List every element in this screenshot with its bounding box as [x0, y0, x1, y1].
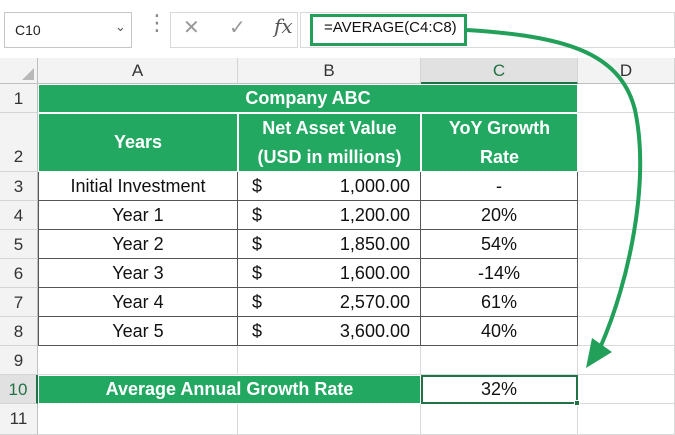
- growth-value: 20%: [480, 204, 518, 225]
- enter-icon[interactable]: ✓: [229, 17, 246, 39]
- formula-buttons-area: [170, 12, 298, 48]
- header-years[interactable]: Years: [38, 113, 238, 172]
- growth-value: 61%: [480, 291, 518, 312]
- header-nav[interactable]: Net Asset Value (USD in millions): [238, 113, 421, 172]
- cell-b9[interactable]: [238, 346, 421, 375]
- table-row-year[interactable]: Year 5: [38, 317, 238, 346]
- fill-handle[interactable]: [574, 400, 580, 406]
- cell-d10[interactable]: [578, 375, 675, 404]
- nav-value: 1,850.00: [339, 233, 410, 254]
- table-row-growth[interactable]: 40%: [421, 317, 578, 346]
- row-header-2[interactable]: 2: [0, 113, 38, 172]
- table-row-year[interactable]: Year 4: [38, 288, 238, 317]
- insert-function-icon[interactable]: fx: [274, 14, 293, 38]
- currency-symbol: $: [252, 262, 263, 283]
- average-growth-value[interactable]: 32%: [421, 375, 578, 404]
- table-title[interactable]: Company ABC: [38, 84, 578, 113]
- row-header-1[interactable]: 1: [0, 84, 38, 113]
- year-label: Year 5: [112, 320, 164, 341]
- header-yoy-line1: YoY Growth: [448, 117, 551, 138]
- table-row-growth[interactable]: 54%: [421, 230, 578, 259]
- header-yoy[interactable]: YoY Growth Rate: [421, 113, 578, 172]
- nav-value: 2,570.00: [339, 291, 410, 312]
- arrow-head: [586, 338, 612, 368]
- currency-symbol: $: [252, 175, 263, 196]
- row-header-7[interactable]: 7: [0, 288, 38, 317]
- cancel-icon[interactable]: ✕: [183, 17, 200, 39]
- table-row-year[interactable]: Year 1: [38, 201, 238, 230]
- currency-symbol: $: [252, 320, 263, 341]
- year-label: Year 3: [112, 262, 164, 283]
- header-years-text: Years: [113, 132, 163, 152]
- average-growth-value-text: 32%: [480, 378, 518, 399]
- table-row-value[interactable]: $1,000.00: [238, 172, 421, 201]
- header-nav-line2: (USD in millions): [257, 146, 402, 167]
- table-row-growth[interactable]: -: [421, 172, 578, 201]
- year-label: Initial Investment: [70, 175, 206, 196]
- growth-value: 54%: [480, 233, 518, 254]
- header-nav-line1: Net Asset Value: [262, 117, 397, 138]
- row-header-8[interactable]: 8: [0, 317, 38, 346]
- row-header-10[interactable]: 10: [0, 375, 38, 404]
- growth-value: 40%: [480, 320, 518, 341]
- column-header-c[interactable]: C: [421, 58, 578, 84]
- table-row-year[interactable]: Year 3: [38, 259, 238, 288]
- year-label: Year 2: [112, 233, 164, 254]
- table-row-value[interactable]: $3,600.00: [238, 317, 421, 346]
- table-row-value[interactable]: $2,570.00: [238, 288, 421, 317]
- currency-symbol: $: [252, 204, 263, 225]
- table-row-value[interactable]: $1,600.00: [238, 259, 421, 288]
- header-yoy-line2: Rate: [479, 146, 519, 167]
- table-title-text: Company ABC: [245, 88, 371, 108]
- currency-symbol: $: [252, 233, 263, 254]
- column-header-a[interactable]: A: [38, 58, 238, 84]
- year-label: Year 1: [112, 204, 164, 225]
- row-header-4[interactable]: 4: [0, 201, 38, 230]
- table-row-value[interactable]: $1,200.00: [238, 201, 421, 230]
- nav-value: 3,600.00: [339, 320, 410, 341]
- nav-value: 1,000.00: [339, 175, 410, 196]
- cell-c9[interactable]: [421, 346, 578, 375]
- more-dots-icon[interactable]: ⋮: [146, 10, 168, 35]
- column-header-b[interactable]: B: [238, 58, 421, 84]
- chevron-down-icon[interactable]: ⌄: [115, 19, 126, 34]
- name-box-value: C10: [15, 22, 41, 38]
- growth-value: -: [496, 175, 502, 196]
- table-row-growth[interactable]: 61%: [421, 288, 578, 317]
- cell-d4[interactable]: [578, 201, 675, 230]
- nav-value: 1,600.00: [339, 262, 410, 283]
- year-label: Year 4: [112, 291, 164, 312]
- growth-value: -14%: [477, 262, 521, 283]
- table-row-year[interactable]: Initial Investment: [38, 172, 238, 201]
- table-row-year[interactable]: Year 2: [38, 230, 238, 259]
- row-header-11[interactable]: 11: [0, 404, 38, 435]
- average-growth-label-text: Average Annual Growth Rate: [105, 379, 354, 399]
- table-row-growth[interactable]: 20%: [421, 201, 578, 230]
- select-all-corner[interactable]: [0, 58, 38, 84]
- name-box[interactable]: C10 ⌄: [4, 12, 132, 48]
- cell-d5[interactable]: [578, 230, 675, 259]
- table-row-value[interactable]: $1,850.00: [238, 230, 421, 259]
- average-growth-label[interactable]: Average Annual Growth Rate: [38, 375, 421, 404]
- row-header-3[interactable]: 3: [0, 172, 38, 201]
- formula-highlight-box: [310, 14, 467, 46]
- arrow-line: [466, 28, 643, 349]
- cell-a9[interactable]: [38, 346, 238, 375]
- nav-value: 1,200.00: [339, 204, 410, 225]
- row-header-5[interactable]: 5: [0, 230, 38, 259]
- row-header-6[interactable]: 6: [0, 259, 38, 288]
- currency-symbol: $: [252, 291, 263, 312]
- formula-text[interactable]: =AVERAGE(C4:C8): [324, 19, 457, 36]
- cell-d2[interactable]: [578, 113, 675, 172]
- row-header-9[interactable]: 9: [0, 346, 38, 375]
- table-row-growth[interactable]: -14%: [421, 259, 578, 288]
